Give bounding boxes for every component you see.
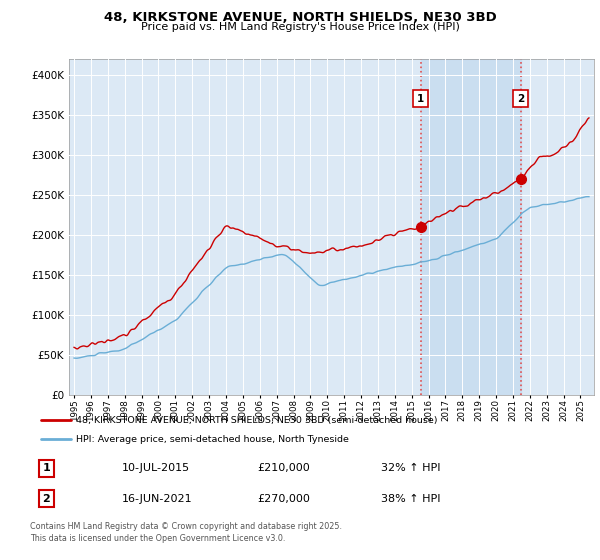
- Text: 1: 1: [417, 94, 424, 104]
- Text: 48, KIRKSTONE AVENUE, NORTH SHIELDS, NE30 3BD: 48, KIRKSTONE AVENUE, NORTH SHIELDS, NE3…: [104, 11, 496, 24]
- Text: £210,000: £210,000: [257, 464, 310, 473]
- Text: 38% ↑ HPI: 38% ↑ HPI: [381, 494, 440, 503]
- Text: 32% ↑ HPI: 32% ↑ HPI: [381, 464, 440, 473]
- Text: Contains HM Land Registry data © Crown copyright and database right 2025.
This d: Contains HM Land Registry data © Crown c…: [30, 522, 342, 543]
- Text: 10-JUL-2015: 10-JUL-2015: [122, 464, 190, 473]
- Text: 1: 1: [43, 464, 50, 473]
- Bar: [421, 59, 521, 395]
- Text: £270,000: £270,000: [257, 494, 310, 503]
- Text: Price paid vs. HM Land Registry's House Price Index (HPI): Price paid vs. HM Land Registry's House …: [140, 22, 460, 32]
- Text: HPI: Average price, semi-detached house, North Tyneside: HPI: Average price, semi-detached house,…: [76, 435, 349, 444]
- Text: 16-JUN-2021: 16-JUN-2021: [122, 494, 193, 503]
- Text: 2: 2: [517, 94, 524, 104]
- Text: 2: 2: [43, 494, 50, 503]
- Text: 48, KIRKSTONE AVENUE, NORTH SHIELDS, NE30 3BD (semi-detached house): 48, KIRKSTONE AVENUE, NORTH SHIELDS, NE3…: [76, 416, 437, 424]
